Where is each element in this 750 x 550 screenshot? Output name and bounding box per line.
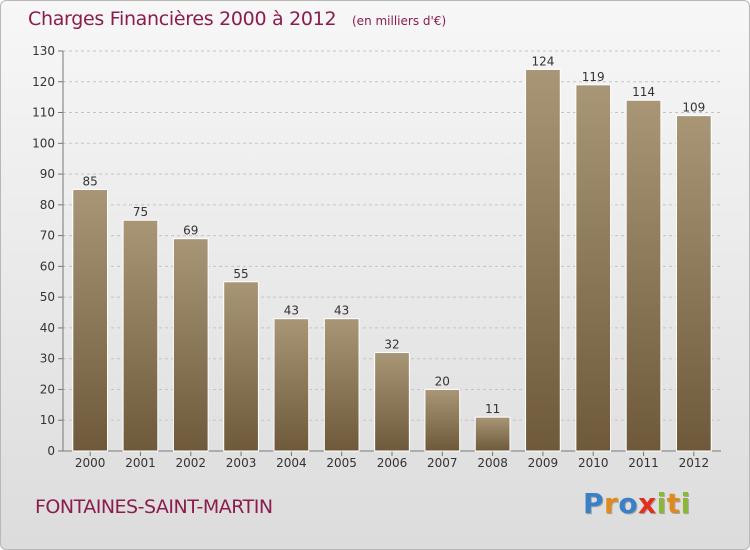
- x-tick-label: 2005: [326, 456, 357, 470]
- data-label: 43: [334, 304, 349, 318]
- bar: [223, 281, 259, 452]
- y-tick-label: 120: [32, 75, 55, 89]
- bar: [525, 68, 561, 452]
- data-label: 119: [582, 70, 605, 84]
- x-tick-label: 2002: [175, 456, 206, 470]
- brand-letter: o: [618, 487, 639, 520]
- data-label: 124: [531, 54, 554, 68]
- data-label: 69: [183, 224, 198, 238]
- data-label: 11: [485, 402, 500, 416]
- data-label: 43: [284, 304, 299, 318]
- bar: [424, 388, 461, 452]
- bar: [323, 318, 360, 452]
- x-tick-label: 2012: [679, 456, 710, 470]
- x-tick-label: 2003: [226, 456, 257, 470]
- town-name: FONTAINES-SAINT-MARTIN: [35, 496, 273, 518]
- data-label: 20: [435, 374, 450, 388]
- x-tick-label: 2001: [125, 456, 156, 470]
- brand-letter: i: [656, 487, 667, 520]
- chart-subtitle: (en milliers d'€): [352, 14, 447, 28]
- bar: [72, 188, 109, 452]
- brand-letter: i: [680, 487, 691, 520]
- brand-letter: t: [666, 487, 681, 520]
- y-tick-label: 80: [40, 198, 55, 212]
- x-tick-label: 2004: [276, 456, 307, 470]
- y-tick-label: 20: [40, 382, 55, 396]
- bar: [172, 238, 209, 452]
- x-tick-label: 2008: [477, 456, 508, 470]
- y-tick-label: 0: [47, 444, 55, 458]
- y-tick-label: 130: [32, 44, 55, 58]
- data-label: 55: [233, 267, 248, 281]
- y-tick-label: 110: [32, 106, 55, 120]
- bar: [273, 318, 310, 452]
- bar: [374, 352, 410, 452]
- data-label: 32: [384, 338, 399, 352]
- y-tick-label: 40: [40, 321, 55, 335]
- brand-letter: r: [604, 487, 619, 520]
- y-tick-label: 10: [40, 413, 55, 427]
- data-label: 85: [83, 174, 98, 188]
- bar: [474, 416, 511, 452]
- x-tick-label: 2010: [578, 456, 609, 470]
- x-tick-label: 2000: [75, 456, 106, 470]
- y-tick-label: 30: [40, 352, 55, 366]
- brand-letter: x: [638, 487, 657, 520]
- bar: [575, 84, 612, 452]
- data-label: 109: [682, 101, 705, 115]
- x-tick-label: 2006: [377, 456, 408, 470]
- y-tick-label: 70: [40, 229, 55, 243]
- bar: [625, 99, 662, 452]
- proxiti-logo[interactable]: Proxiti: [583, 487, 691, 520]
- x-tick-label: 2007: [427, 456, 458, 470]
- bar: [675, 115, 712, 452]
- data-label: 75: [133, 205, 148, 219]
- y-tick-label: 90: [40, 167, 55, 181]
- y-tick-label: 100: [32, 136, 55, 150]
- x-tick-label: 2011: [628, 456, 659, 470]
- y-tick-label: 50: [40, 290, 55, 304]
- brand-letter: P: [583, 487, 605, 520]
- y-tick-label: 60: [40, 259, 55, 273]
- data-label: 114: [632, 85, 655, 99]
- chart-title: Charges Financières 2000 à 2012: [28, 8, 337, 30]
- x-tick-label: 2009: [528, 456, 559, 470]
- bar: [122, 219, 159, 452]
